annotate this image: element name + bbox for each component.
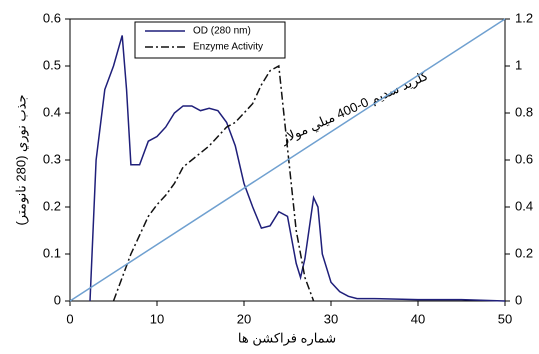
x-tick-label: 10 bbox=[150, 311, 164, 326]
y-tick-label: 0.4 bbox=[43, 104, 61, 119]
legend-box bbox=[134, 21, 286, 59]
x-tick-label: 40 bbox=[411, 311, 425, 326]
y-tick-label: 0.5 bbox=[43, 57, 61, 72]
y2-tick-label: 1.2 bbox=[515, 10, 533, 25]
series-line bbox=[112, 64, 315, 302]
series-line bbox=[89, 35, 506, 302]
x-tick-label: 0 bbox=[66, 311, 73, 326]
x-tick-label: 20 bbox=[237, 311, 251, 326]
y-tick-label: 0.2 bbox=[43, 198, 61, 213]
y-tick-label: 0.1 bbox=[43, 245, 61, 260]
y-tick-label: 0.6 bbox=[43, 10, 61, 25]
y2-tick-label: 0.4 bbox=[515, 198, 533, 213]
legend-label: OD (280 nm) bbox=[193, 26, 251, 37]
x-axis-label: شماره فراكشن ها bbox=[238, 330, 336, 346]
series-line bbox=[69, 18, 506, 302]
legend-label: Enzyme Activity bbox=[193, 42, 263, 53]
y2-tick-label: 0.6 bbox=[515, 151, 533, 166]
y-tick-label: 0 bbox=[54, 292, 61, 307]
y2-tick-label: 0.8 bbox=[515, 104, 533, 119]
y-tick-label: 0.3 bbox=[43, 151, 61, 166]
annotation: كلريد سديم 0-400 ميلي مولار bbox=[278, 67, 432, 147]
y2-tick-label: 0 bbox=[515, 292, 522, 307]
y-axis-label: جذب نوري (280 نانومتر) bbox=[13, 94, 29, 225]
x-tick-label: 50 bbox=[498, 311, 512, 326]
x-tick-label: 30 bbox=[324, 311, 338, 326]
y2-tick-label: 1 bbox=[515, 57, 522, 72]
legend: OD (280 nm) Enzyme Activity bbox=[134, 21, 286, 59]
y2-tick-label: 0.2 bbox=[515, 245, 533, 260]
